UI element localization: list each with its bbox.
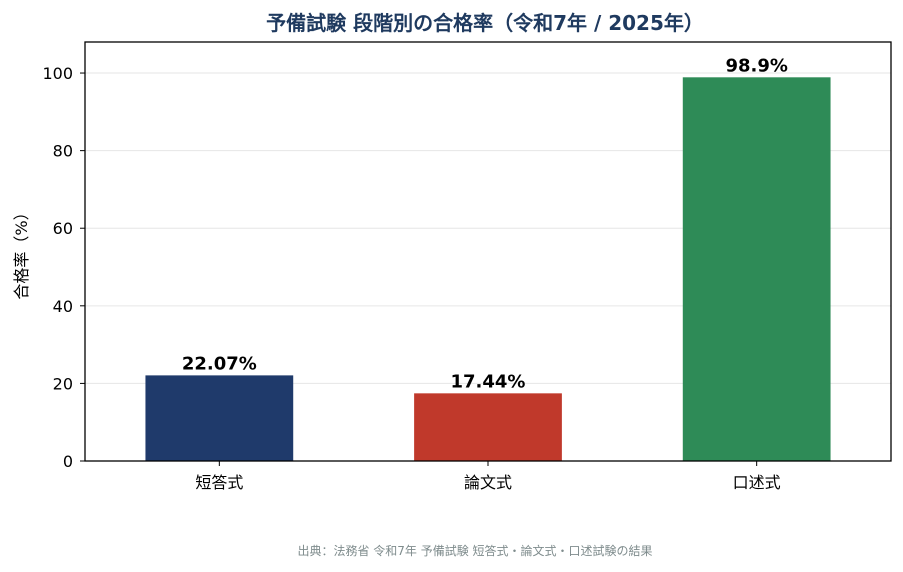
y-tick-label: 0 — [63, 452, 73, 471]
y-tick-label: 80 — [53, 142, 73, 161]
x-tick-label: 口述式 — [733, 473, 781, 492]
y-axis-label: 合格率（%） — [12, 204, 31, 299]
x-tick-label: 短答式 — [195, 473, 243, 492]
x-tick-label: 論文式 — [464, 473, 512, 492]
bar-1 — [145, 375, 294, 461]
data-label: 98.9% — [725, 55, 787, 76]
y-tick-label: 100 — [42, 64, 73, 83]
source-note: 出典：法務省 令和7年 予備試験 短答式・論文式・口述試験の結果 — [297, 543, 652, 558]
bars — [145, 77, 831, 461]
chart-title: 予備試験 段階別の合格率（令和7年 / 2025年） — [266, 11, 704, 35]
bar-3 — [682, 77, 831, 461]
x-axis-ticks: 短答式 論文式 口述式 — [195, 461, 781, 492]
y-tick-label: 60 — [53, 219, 73, 238]
y-axis-ticks: 0 20 40 60 80 100 — [42, 64, 85, 471]
bar-2 — [414, 393, 562, 461]
y-tick-label: 40 — [53, 297, 73, 316]
y-tick-label: 20 — [53, 374, 73, 393]
data-label: 17.44% — [451, 371, 526, 392]
data-labels: 22.07% 17.44% 98.9% — [182, 55, 788, 392]
data-label: 22.07% — [182, 353, 257, 374]
